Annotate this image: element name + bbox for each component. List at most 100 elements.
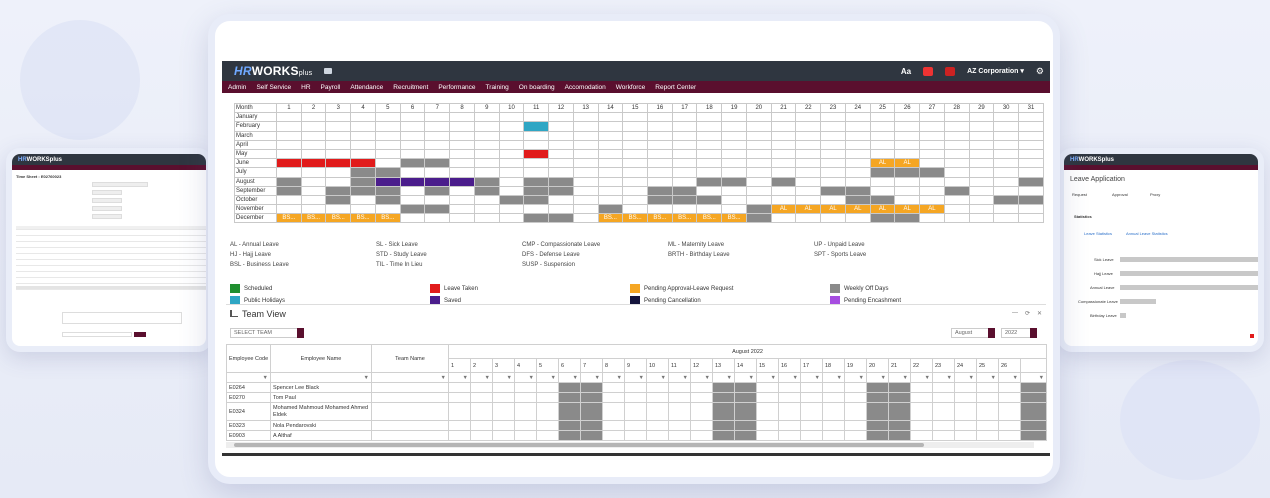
- calendar-day-cell[interactable]: [671, 185, 698, 196]
- team-day-cell[interactable]: [470, 392, 493, 403]
- calendar-day-cell[interactable]: [647, 112, 673, 123]
- calendar-day-cell[interactable]: [795, 130, 822, 141]
- calendar-day-cell[interactable]: [424, 194, 451, 206]
- calendar-day-cell[interactable]: BS...: [597, 213, 624, 224]
- team-day-cell[interactable]: [976, 382, 999, 393]
- calendar-day-cell[interactable]: [473, 176, 500, 187]
- team-day-cell[interactable]: [492, 430, 515, 441]
- calendar-day-cell[interactable]: [498, 213, 525, 224]
- calendar-day-cell[interactable]: [647, 167, 673, 178]
- calendar-day-cell[interactable]: [622, 130, 649, 141]
- calendar-day-cell[interactable]: [795, 185, 822, 196]
- calendar-day-cell[interactable]: [350, 176, 376, 187]
- calendar-day-cell[interactable]: [919, 185, 945, 196]
- filter-cell[interactable]: ▼: [514, 372, 537, 383]
- team-day-cell[interactable]: [690, 420, 713, 431]
- calendar-day-cell[interactable]: [325, 158, 352, 169]
- calendar-day-cell[interactable]: [647, 139, 673, 150]
- calendar-day-cell[interactable]: [548, 167, 574, 178]
- calendar-day-cell[interactable]: [869, 139, 896, 150]
- team-day-cell[interactable]: [580, 382, 603, 393]
- calendar-day-cell[interactable]: BS...: [647, 213, 673, 224]
- calendar-day-cell[interactable]: [745, 158, 772, 169]
- calendar-day-cell[interactable]: [894, 139, 921, 150]
- calendar-day-cell[interactable]: [350, 139, 376, 150]
- calendar-day-cell[interactable]: [721, 148, 747, 160]
- calendar-day-cell[interactable]: [597, 204, 624, 215]
- calendar-day-cell[interactable]: [795, 167, 822, 178]
- team-day-cell[interactable]: [888, 382, 911, 393]
- calendar-day-cell[interactable]: [968, 194, 995, 206]
- nav-item[interactable]: HR: [301, 83, 311, 91]
- filter-cell[interactable]: ▼: [646, 372, 669, 383]
- calendar-day-cell[interactable]: [449, 130, 475, 141]
- calendar-day-cell[interactable]: [820, 176, 846, 187]
- calendar-day-cell[interactable]: [548, 185, 574, 196]
- calendar-day-cell[interactable]: [820, 194, 846, 206]
- calendar-day-cell[interactable]: [919, 130, 945, 141]
- calendar-day-cell[interactable]: [473, 167, 500, 178]
- calendar-day-cell[interactable]: [770, 139, 797, 150]
- team-day-cell[interactable]: [536, 402, 559, 421]
- calendar-day-cell[interactable]: [1018, 185, 1044, 196]
- calendar-day-cell[interactable]: BS...: [374, 213, 401, 224]
- calendar-day-cell[interactable]: [399, 194, 426, 206]
- calendar-day-cell[interactable]: [548, 176, 574, 187]
- calendar-day-cell[interactable]: [548, 213, 574, 224]
- calendar-day-cell[interactable]: [919, 121, 945, 132]
- calendar-day-cell[interactable]: [894, 148, 921, 160]
- team-day-cell[interactable]: [558, 392, 581, 403]
- calendar-day-cell[interactable]: BS...: [671, 213, 698, 224]
- minimize-icon[interactable]: —: [1011, 310, 1018, 316]
- calendar-day-cell[interactable]: AL: [894, 204, 921, 215]
- calendar-day-cell[interactable]: [844, 176, 871, 187]
- company-selector[interactable]: AZ Corporation ▾: [967, 68, 1024, 75]
- calendar-day-cell[interactable]: [1018, 204, 1044, 215]
- calendar-day-cell[interactable]: [795, 139, 822, 150]
- calendar-day-cell[interactable]: BS...: [276, 213, 302, 224]
- calendar-day-cell[interactable]: [919, 194, 945, 206]
- calendar-day-cell[interactable]: [968, 176, 995, 187]
- calendar-day-cell[interactable]: BS...: [696, 213, 723, 224]
- calendar-day-cell[interactable]: [523, 139, 550, 150]
- scrollbar-thumb[interactable]: [234, 443, 924, 447]
- calendar-day-cell[interactable]: [350, 204, 376, 215]
- calendar-day-cell[interactable]: [671, 194, 698, 206]
- calendar-day-cell[interactable]: [1018, 167, 1044, 178]
- calendar-day-cell[interactable]: AL: [919, 204, 945, 215]
- close-icon[interactable]: ✕: [1036, 311, 1042, 317]
- nav-item[interactable]: Report Center: [655, 83, 697, 91]
- mini-comment-box[interactable]: [62, 312, 182, 324]
- calendar-day-cell[interactable]: [671, 158, 698, 169]
- calendar-day-cell[interactable]: [844, 158, 871, 169]
- team-day-cell[interactable]: [932, 420, 955, 431]
- calendar-day-cell[interactable]: [721, 204, 747, 215]
- calendar-day-cell[interactable]: [424, 139, 451, 150]
- team-day-cell[interactable]: [580, 420, 603, 431]
- mini-field[interactable]: [92, 206, 122, 211]
- team-day-cell[interactable]: [932, 392, 955, 403]
- calendar-day-cell[interactable]: [993, 158, 1020, 169]
- calendar-day-cell[interactable]: [696, 194, 723, 206]
- calendar-day-cell[interactable]: [993, 121, 1020, 132]
- nav-item[interactable]: Payroll: [320, 83, 341, 91]
- calendar-day-cell[interactable]: [374, 194, 401, 206]
- filter-cell[interactable]: ▼: [536, 372, 559, 383]
- calendar-day-cell[interactable]: BS...: [350, 213, 376, 224]
- calendar-day-cell[interactable]: [1018, 213, 1044, 224]
- calendar-day-cell[interactable]: [1018, 121, 1044, 132]
- calendar-day-cell[interactable]: [325, 176, 352, 187]
- calendar-day-cell[interactable]: [449, 185, 475, 196]
- calendar-day-cell[interactable]: [671, 112, 698, 123]
- calendar-day-cell[interactable]: [968, 185, 995, 196]
- team-day-cell[interactable]: [712, 392, 735, 403]
- calendar-day-cell[interactable]: [399, 148, 426, 160]
- mini-attachment-field[interactable]: [62, 332, 132, 337]
- team-day-cell[interactable]: [646, 392, 669, 403]
- calendar-day-cell[interactable]: [548, 148, 574, 160]
- team-day-cell[interactable]: [470, 382, 493, 393]
- calendar-day-cell[interactable]: [622, 204, 649, 215]
- team-day-cell[interactable]: [536, 392, 559, 403]
- team-day-cell[interactable]: [976, 420, 999, 431]
- calendar-day-cell[interactable]: [473, 139, 500, 150]
